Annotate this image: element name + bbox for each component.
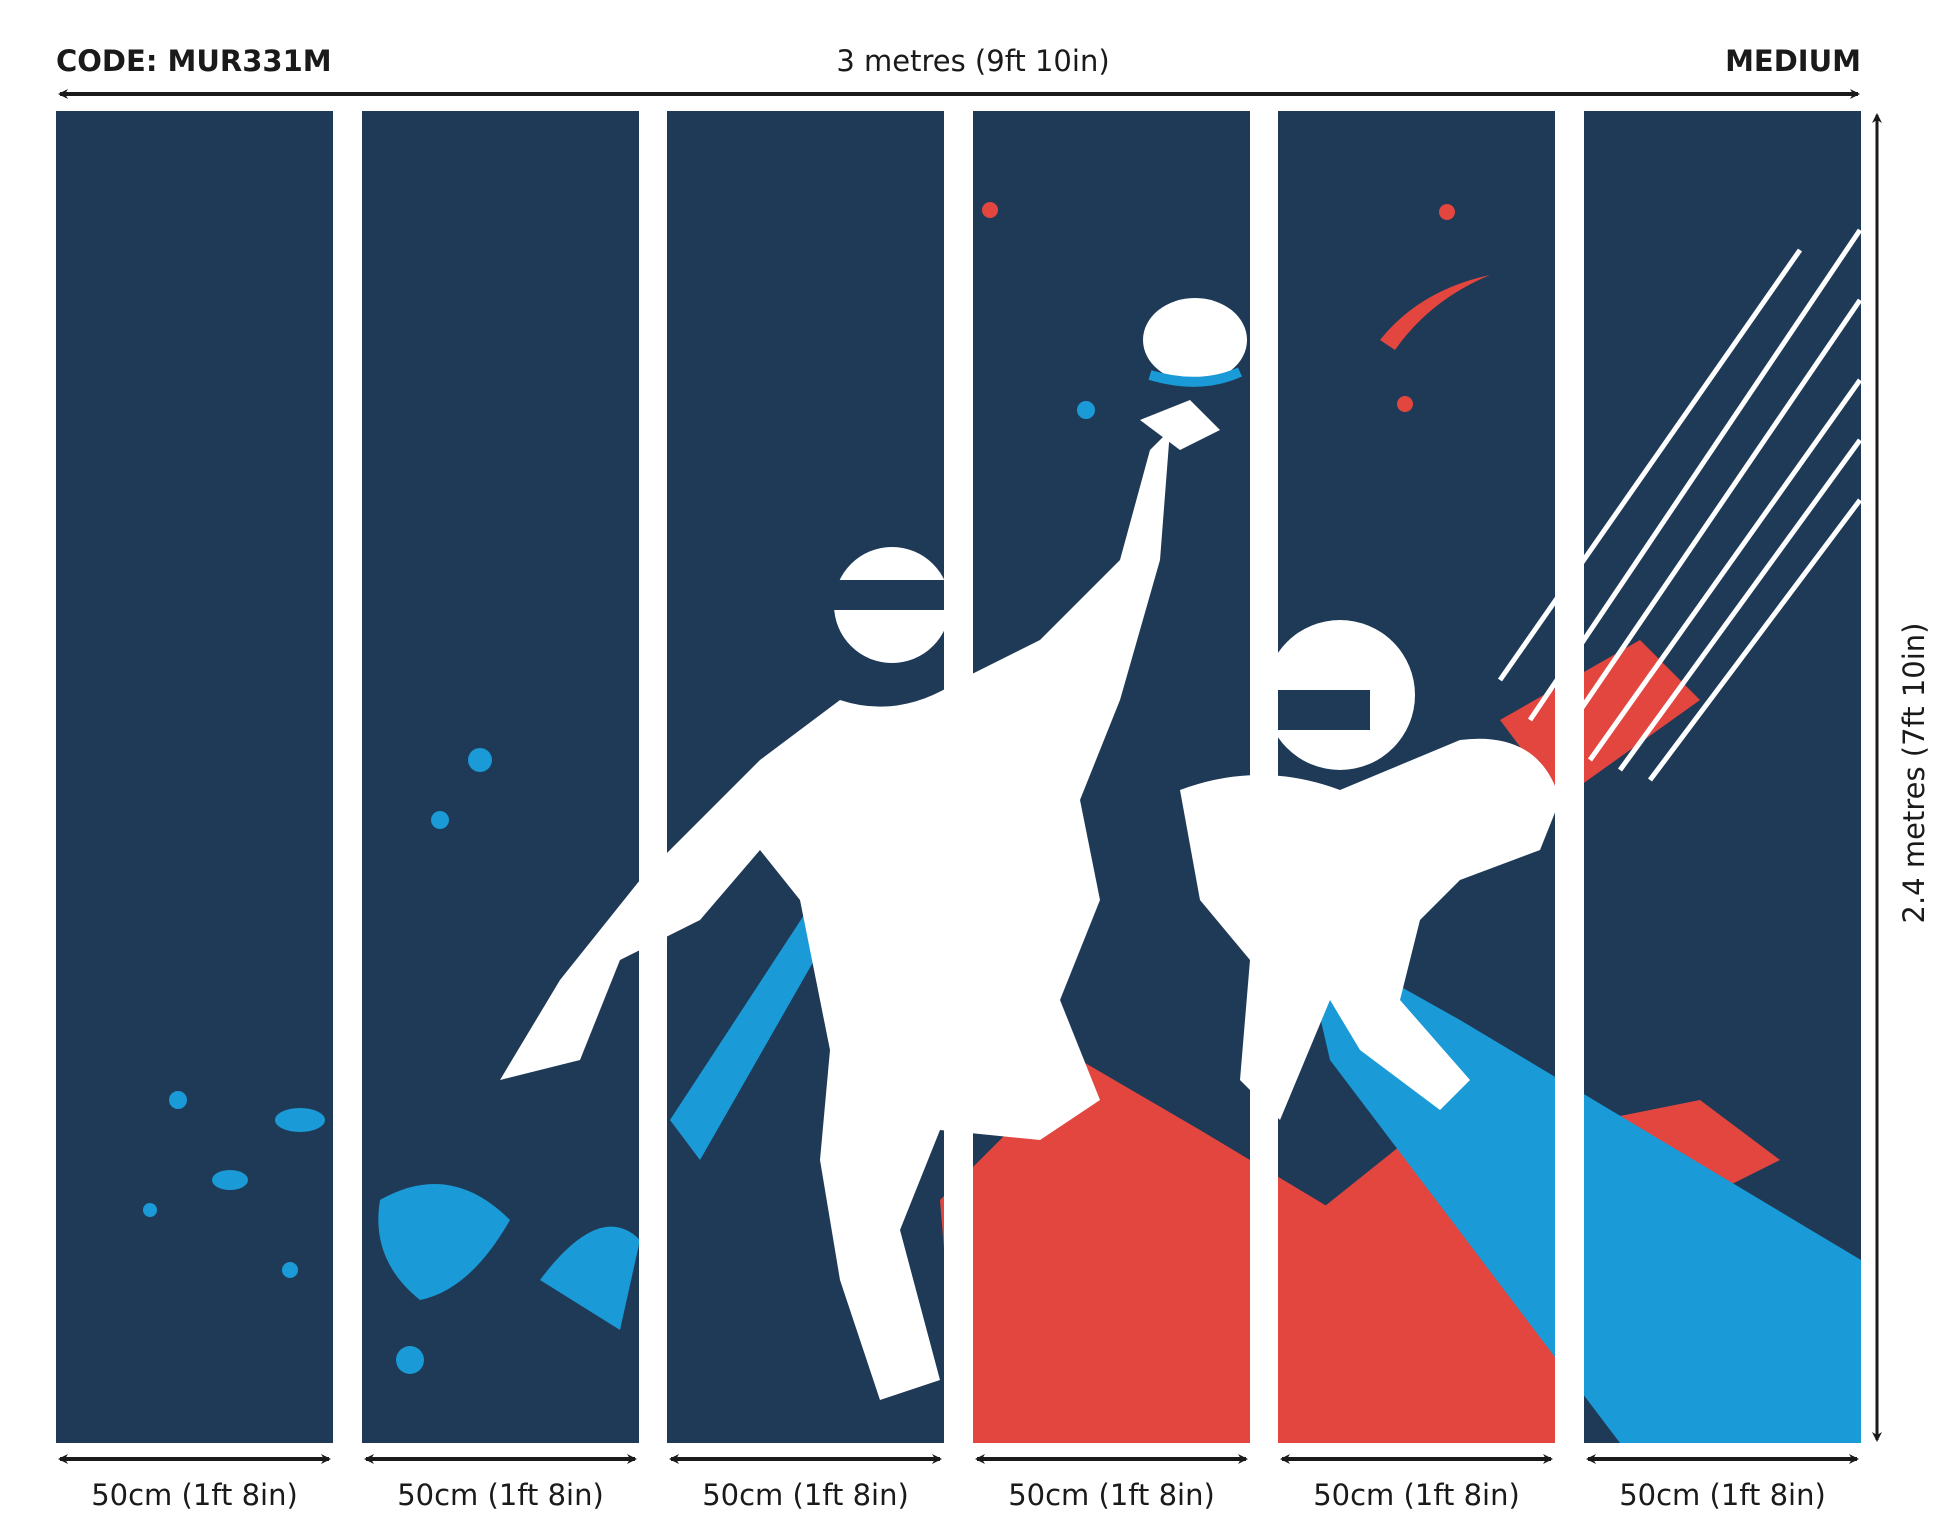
- panel-width-label: 50cm (1ft 8in): [91, 1478, 298, 1512]
- white-streaks: [1497, 228, 1861, 782]
- player-silhouette-left: [500, 400, 1220, 1400]
- product-code: CODE: MUR331M: [56, 44, 332, 78]
- panel-width-label: 50cm (1ft 8in): [1008, 1478, 1215, 1512]
- panel-width-label: 50cm (1ft 8in): [702, 1478, 909, 1512]
- mural-artwork: [56, 111, 1861, 1443]
- size-label: MEDIUM: [1725, 44, 1861, 78]
- red-brush-strokes: [940, 202, 1780, 1443]
- total-width-label: 3 metres (9ft 10in): [836, 44, 1110, 78]
- panel-width-label: 50cm (1ft 8in): [1619, 1478, 1826, 1512]
- panel-width-label: 50cm (1ft 8in): [1313, 1478, 1520, 1512]
- panel-width-label: 50cm (1ft 8in): [397, 1478, 604, 1512]
- football: [1143, 298, 1247, 387]
